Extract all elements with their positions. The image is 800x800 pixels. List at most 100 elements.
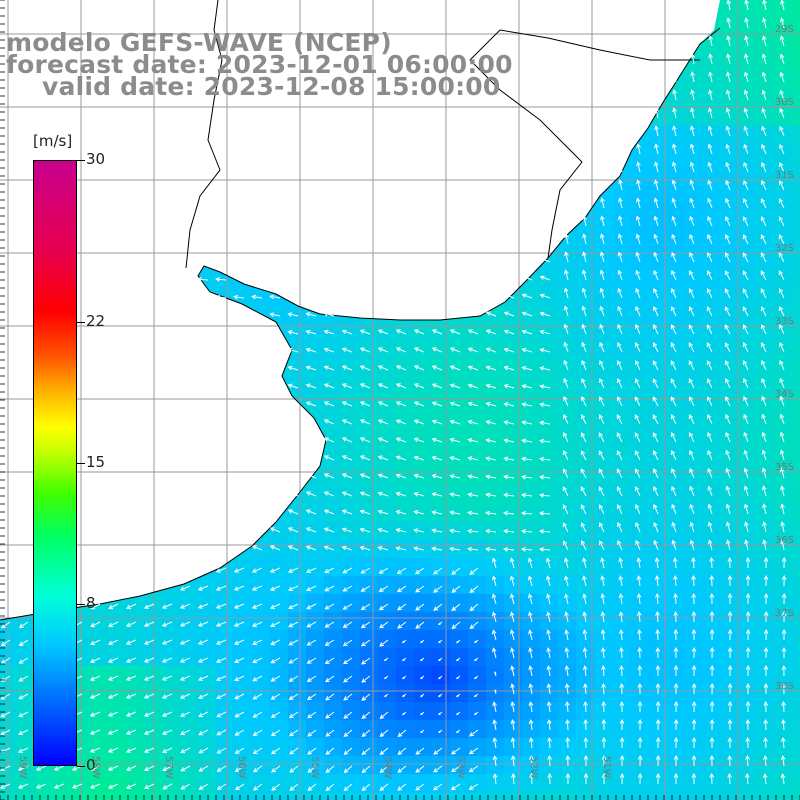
wind-speed-cell [486, 576, 505, 595]
wind-arrow [618, 611, 624, 623]
wind-arrow [779, 125, 785, 137]
wind-speed-cell [234, 720, 253, 739]
wind-arrow [431, 528, 443, 533]
wind-arrow [395, 509, 407, 515]
wind-arrow [509, 593, 515, 605]
wind-arrow [760, 252, 767, 263]
wind-speed-cell [522, 648, 541, 667]
wind-speed-cell [648, 576, 667, 595]
wind-arrow [474, 657, 479, 662]
wind-arrow [438, 639, 443, 644]
wind-arrow [616, 486, 623, 497]
wind-speed-cell [792, 630, 800, 649]
wind-speed-cell [684, 756, 703, 775]
wind-arrow [528, 647, 533, 659]
wind-arrow [413, 473, 425, 479]
wind-arrow [672, 71, 677, 83]
wind-arrow [583, 718, 589, 731]
wind-arrow [233, 585, 245, 591]
wind-arrow [197, 675, 209, 681]
wind-arrow [761, 143, 767, 155]
wind-arrow [564, 647, 570, 659]
wind-arrow [17, 765, 29, 771]
wind-arrow [709, 682, 715, 695]
wind-arrow [637, 772, 643, 785]
wind-arrow [562, 468, 569, 479]
wind-speed-cell [594, 774, 613, 793]
wind-arrow [528, 665, 533, 677]
wind-speed-cell [468, 486, 487, 505]
wind-arrow [269, 312, 281, 317]
wind-arrow [451, 747, 461, 755]
wind-arrow [688, 414, 695, 425]
wind-arrow [743, 360, 749, 371]
wind-speed-cell [504, 612, 523, 631]
wind-arrow [780, 485, 785, 497]
wind-arrow [521, 474, 533, 480]
wind-arrow [305, 383, 317, 389]
wind-arrow [655, 628, 661, 641]
wind-speed-cell [126, 630, 145, 649]
wind-arrow [359, 491, 371, 497]
wind-speed-cell [756, 738, 775, 757]
wind-arrow [761, 161, 767, 173]
wind-arrow [251, 603, 263, 609]
wind-speed-cell [90, 738, 109, 757]
wind-speed-cell [594, 720, 613, 739]
wind-speed-cell [504, 486, 523, 505]
wind-arrow [709, 718, 715, 731]
wind-speed-cell [612, 630, 631, 649]
wind-speed-cell [612, 666, 631, 685]
wind-speed-cell [738, 18, 757, 37]
wind-arrow [562, 540, 569, 551]
wind-speed-cell [684, 684, 703, 703]
wind-arrow [467, 456, 479, 461]
wind-speed-cell [612, 216, 631, 235]
wind-arrow [0, 783, 11, 789]
wind-arrow [162, 765, 173, 772]
wind-arrow [727, 754, 733, 767]
wind-arrow [378, 567, 389, 574]
wind-arrow [397, 765, 407, 773]
wind-speed-cell [414, 666, 433, 685]
wind-arrow [655, 646, 661, 659]
wind-speed-cell [216, 594, 235, 613]
wind-arrow [494, 671, 497, 677]
country-border [185, 0, 700, 269]
wind-speed-cell [324, 558, 343, 577]
wind-arrow [251, 621, 263, 627]
wind-arrow [527, 593, 533, 605]
wind-speed-cell [756, 612, 775, 631]
wind-arrow [341, 527, 353, 533]
wind-arrow [725, 125, 731, 137]
wind-speed-cell [792, 756, 800, 775]
wind-speed-cell [198, 684, 217, 703]
wind-speed-cell [720, 72, 739, 91]
wind-arrow [449, 329, 461, 335]
wind-arrow [779, 89, 785, 101]
wind-arrow [503, 383, 515, 389]
wind-arrow [709, 736, 715, 748]
wind-arrow [305, 545, 317, 551]
wind-speed-cell [720, 108, 739, 127]
wind-arrow [673, 736, 679, 749]
wind-speed-cell [630, 144, 649, 163]
wind-speed-cell [594, 738, 613, 757]
wind-speed-cell [270, 594, 289, 613]
wind-arrow [707, 449, 713, 461]
wind-arrow [234, 711, 245, 718]
wind-speed-cell [126, 792, 145, 800]
wind-arrow [377, 347, 389, 353]
wind-speed-cell [504, 774, 523, 793]
wind-arrow [762, 35, 767, 47]
wind-arrow [743, 467, 749, 479]
wind-speed-cell [558, 702, 577, 721]
wind-arrow [691, 664, 697, 677]
wind-arrow [289, 747, 299, 755]
wind-arrow [89, 729, 101, 735]
wind-arrow [727, 664, 733, 677]
wind-speed-cell [630, 198, 649, 217]
wind-speed-cell [702, 702, 721, 721]
wind-arrow [395, 329, 407, 335]
